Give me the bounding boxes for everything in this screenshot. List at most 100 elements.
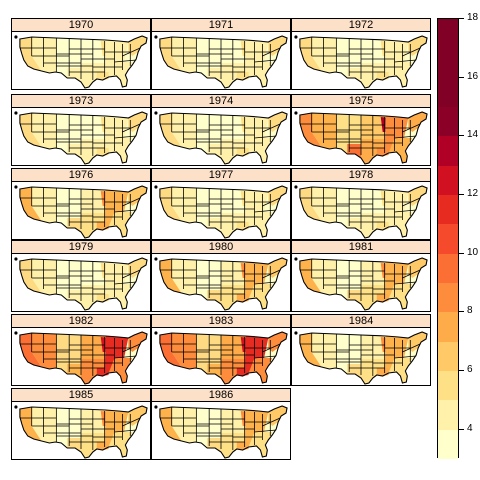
region-west [299, 333, 322, 367]
map-panel-1986: 1986 [151, 388, 291, 460]
color-key-segment [438, 77, 458, 107]
region-midw [81, 261, 106, 285]
country-border [159, 331, 288, 385]
color-key-segment [438, 48, 458, 78]
state-border [122, 417, 141, 427]
color-key-tick [459, 77, 464, 78]
region-west [299, 187, 322, 221]
country-border [19, 331, 148, 385]
region-mtn [171, 333, 197, 369]
map-panel-1983: 1983 [151, 314, 291, 386]
state-border [254, 429, 277, 433]
us-state-map [152, 108, 290, 165]
country-border [19, 111, 148, 165]
region-west [159, 407, 182, 441]
state-border [254, 355, 277, 359]
region-midw [81, 409, 106, 433]
color-key-tick-label: 14 [467, 129, 479, 140]
region-texas [347, 290, 361, 304]
region-mtn [31, 333, 57, 369]
panel-year-label: 1979 [12, 241, 150, 254]
marker-dot [14, 405, 18, 409]
region-mtn [31, 407, 57, 443]
color-key-tick-label: 4 [467, 423, 473, 434]
region-midw [361, 39, 386, 63]
color-key-tick [459, 18, 464, 19]
state-border [402, 47, 421, 57]
state-border [262, 47, 281, 57]
state-border [262, 197, 281, 207]
region-texas [347, 364, 361, 378]
panel-year-label: 1982 [12, 315, 150, 328]
marker-dot [154, 257, 158, 261]
state-border [402, 123, 421, 133]
color-key-segment [438, 312, 458, 342]
country-border [159, 405, 288, 459]
panel-year-label: 1983 [152, 315, 290, 328]
map-panel-1974: 1974 [151, 94, 291, 166]
state-border [114, 209, 137, 213]
color-key-tick-label: 18 [467, 12, 479, 23]
state-border [114, 429, 137, 433]
panel-year-label: 1984 [292, 315, 430, 328]
panel-year-label: 1973 [12, 95, 150, 108]
us-state-map [12, 32, 150, 89]
region-mtn [171, 259, 197, 295]
region-west [19, 187, 42, 221]
color-key-segment [438, 283, 458, 313]
region-mtn [311, 113, 337, 149]
map-panel-1973: 1973 [11, 94, 151, 166]
color-key-segment [438, 429, 458, 459]
color-key-tick-label: 16 [467, 71, 479, 82]
color-key-tick [459, 194, 464, 195]
marker-dot [14, 111, 18, 115]
panel-year-label: 1985 [12, 389, 150, 402]
color-key-tick-label: 6 [467, 364, 473, 375]
state-border [122, 343, 141, 353]
color-key-tick-label: 8 [467, 305, 473, 316]
panel-year-label: 1986 [152, 389, 290, 402]
marker-dot [294, 35, 298, 39]
region-west [159, 113, 182, 147]
region-midw [221, 261, 246, 285]
panel-year-label: 1976 [12, 169, 150, 182]
panel-year-label: 1977 [152, 169, 290, 182]
region-texas [67, 144, 81, 158]
country-border [299, 35, 428, 89]
color-key-segment [438, 341, 458, 371]
us-state-map [152, 402, 290, 459]
map-panel-1976: 1976 [11, 168, 151, 240]
region-texas [207, 438, 221, 452]
panel-year-label: 1971 [152, 19, 290, 32]
state-border [122, 47, 141, 57]
us-state-map [292, 108, 430, 165]
region-midw [361, 261, 386, 285]
region-midw [361, 115, 386, 139]
region-mtn [31, 259, 57, 295]
color-key-segment [438, 371, 458, 401]
color-key-tick [459, 370, 464, 371]
color-key-tick-label: 12 [467, 188, 479, 199]
marker-dot [14, 185, 18, 189]
region-texas [347, 218, 361, 232]
state-border [402, 343, 421, 353]
marker-dot [14, 257, 18, 261]
marker-dot [154, 405, 158, 409]
us-state-map [152, 182, 290, 239]
panel-year-label: 1981 [292, 241, 430, 254]
region-texas [347, 144, 361, 158]
color-key-tick [459, 135, 464, 136]
country-border [19, 405, 148, 459]
panel-year-label: 1980 [152, 241, 290, 254]
color-key-segment [438, 400, 458, 430]
region-midw [81, 189, 106, 213]
state-border [254, 281, 277, 285]
panel-year-label: 1974 [152, 95, 290, 108]
region-west [19, 37, 42, 71]
state-border [254, 59, 277, 63]
color-key-segment [438, 136, 458, 166]
state-border [254, 135, 277, 139]
map-panel-1980: 1980 [151, 240, 291, 312]
us-state-map [292, 182, 430, 239]
us-state-map [292, 32, 430, 89]
